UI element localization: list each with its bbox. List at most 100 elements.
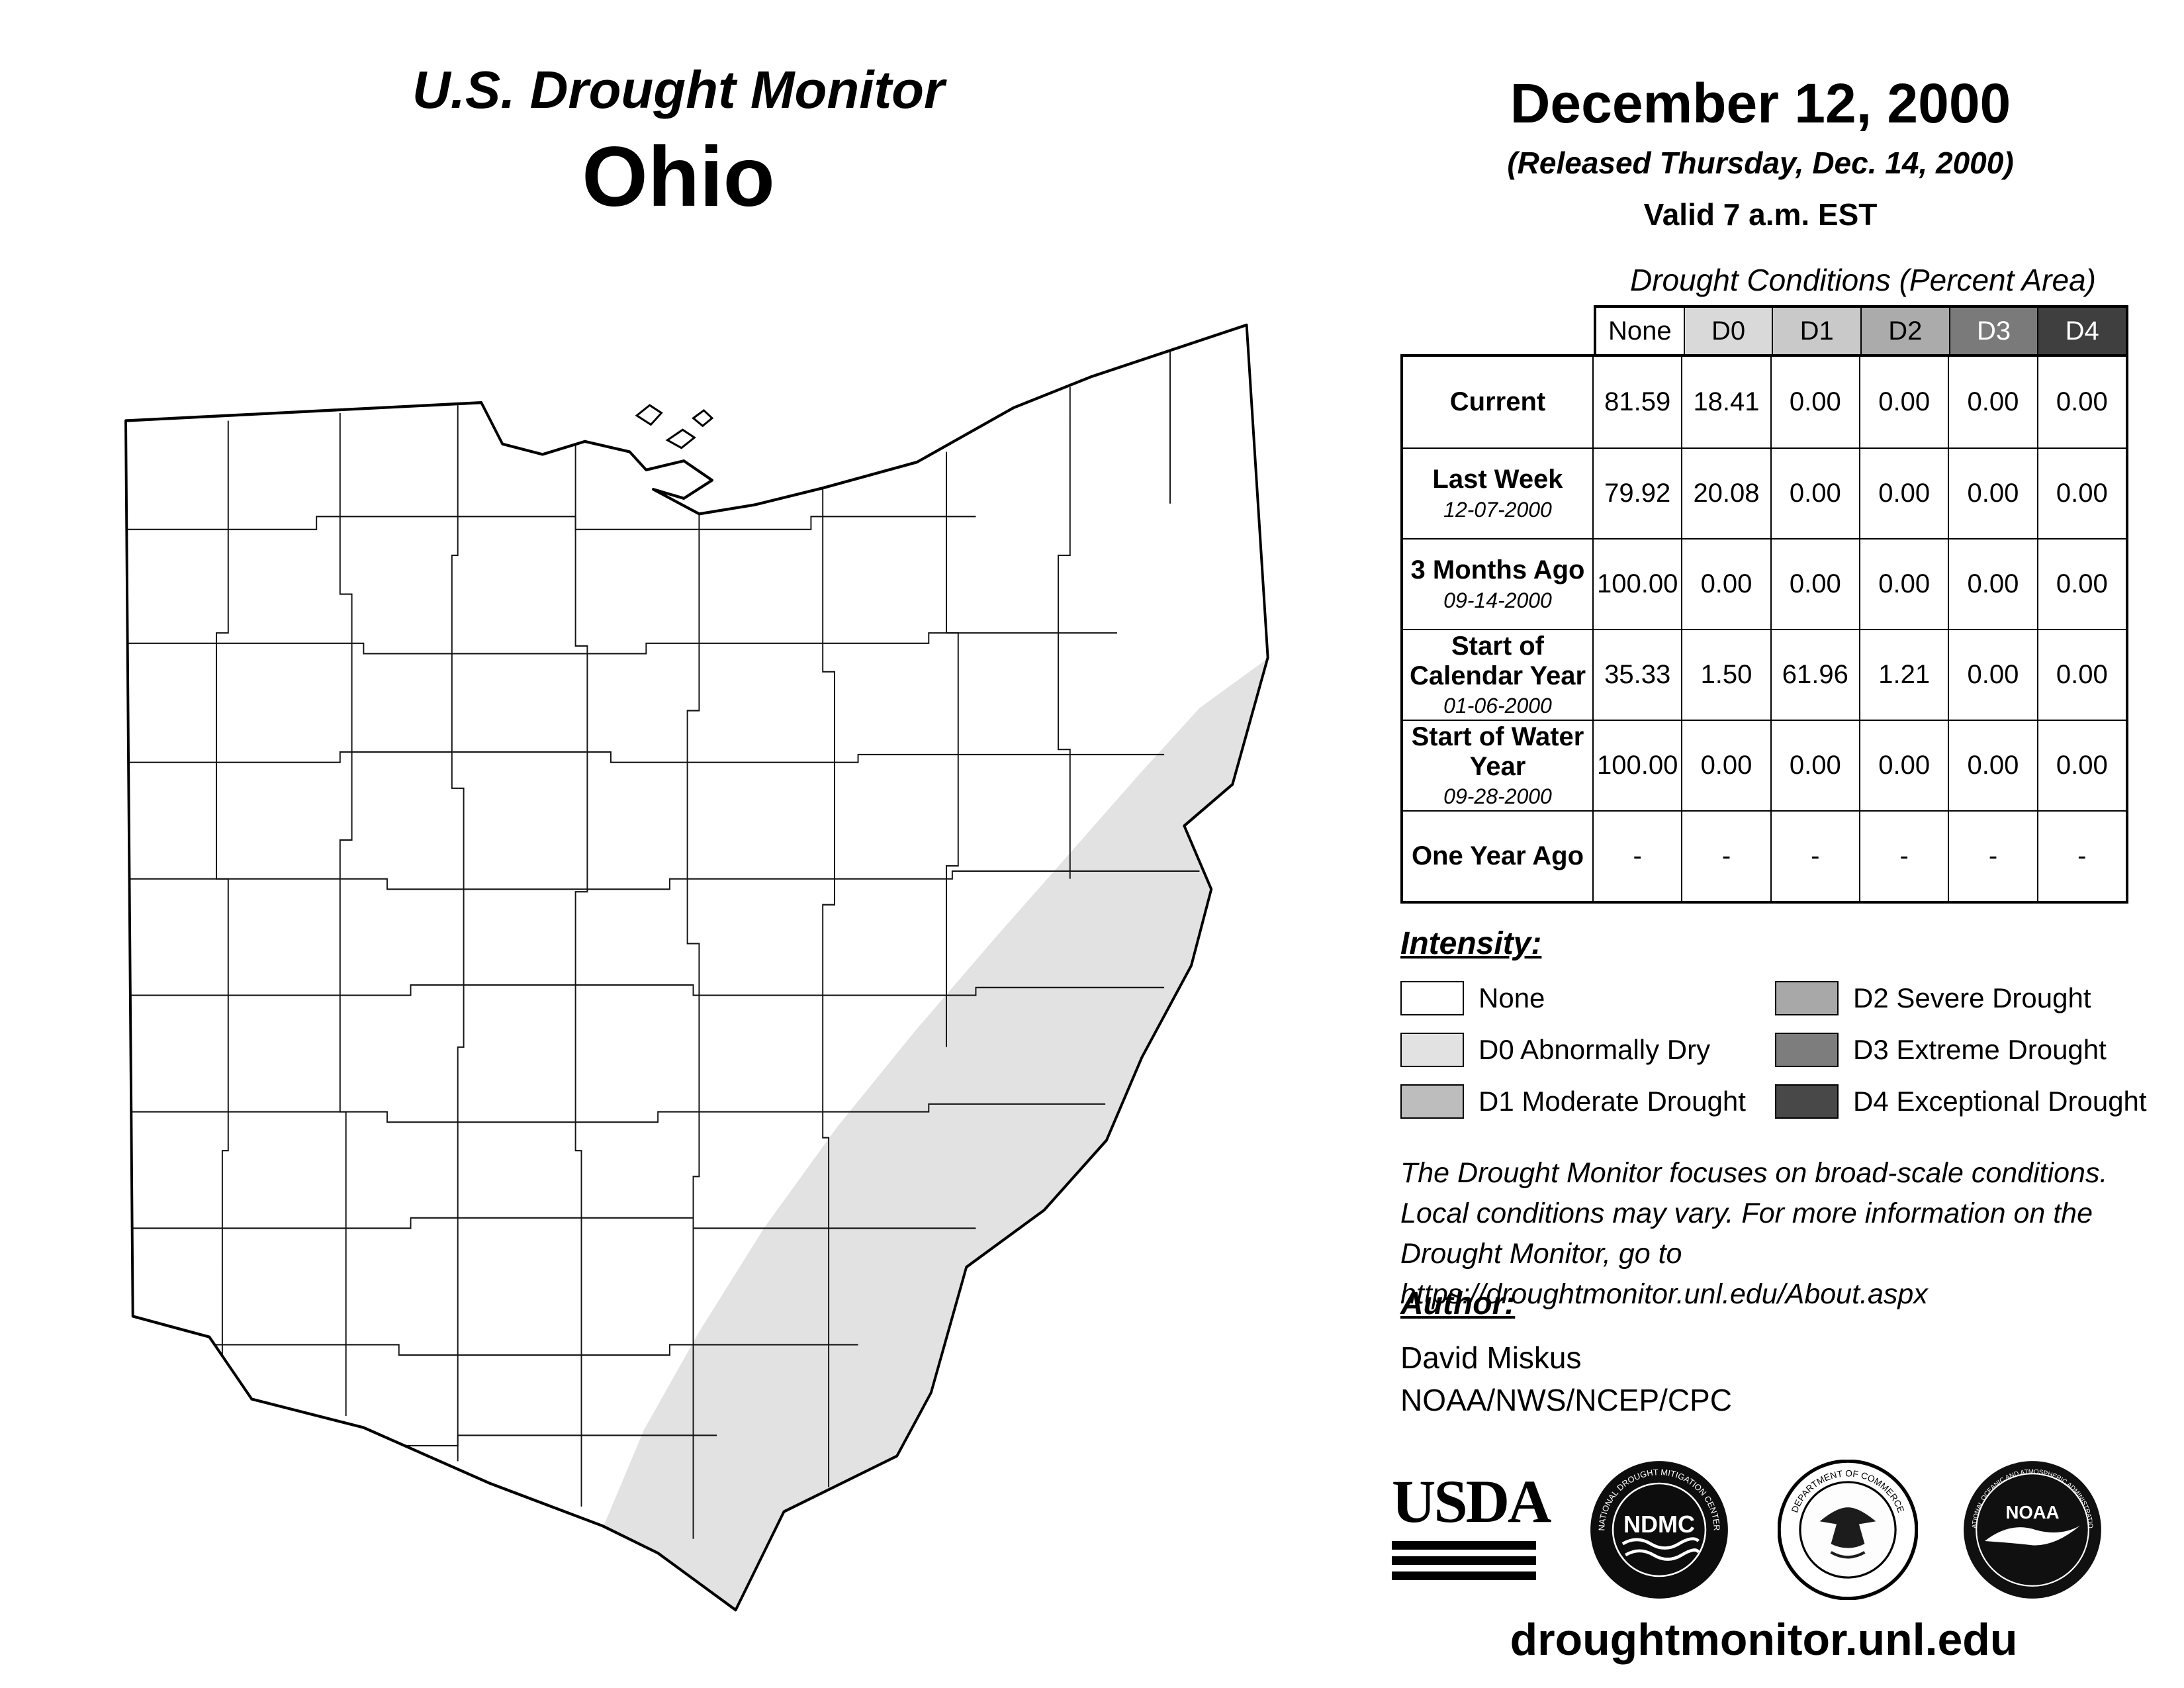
- author-title: Author:: [1400, 1286, 1516, 1321]
- value-cell: -: [1633, 841, 1642, 870]
- disclaimer-text: The Drought Monitor focuses on broad-sca…: [1400, 1153, 2184, 1315]
- legend-item-d4: D4 Exceptional Drought: [1775, 1082, 2147, 1121]
- ndmc-logo: NATIONAL DROUGHT MITIGATION CENTER NDMC: [1590, 1461, 1728, 1599]
- state-name: Ohio: [582, 130, 775, 224]
- d0-region: [584, 645, 1268, 1611]
- title-block: U.S. Drought Monitor Ohio: [99, 60, 1257, 226]
- noaa-gull-icon: [1984, 1525, 2081, 1546]
- author-org: NOAA/NWS/NCEP/CPC: [1400, 1383, 1732, 1417]
- released-date: (Released Thursday, Dec. 14, 2000): [1507, 146, 2014, 180]
- doc-eagle-icon: [1819, 1507, 1876, 1548]
- row-label-cell: Start of Calendar Year 01-06-2000: [1403, 630, 1594, 720]
- legend-item-none: None: [1400, 978, 1545, 1018]
- value-cell: 35.33: [1604, 660, 1671, 689]
- legend-label: D3 Extreme Drought: [1853, 1034, 2107, 1065]
- row-label: Start of Calendar Year: [1409, 631, 1586, 690]
- table-title: Drought Conditions (Percent Area): [1630, 263, 2096, 297]
- col-header-d1: D1: [1772, 308, 1861, 354]
- usda-logo-bars: [1392, 1541, 1536, 1581]
- row-date: 01-06-2000: [1443, 694, 1552, 718]
- value-cell: 0.00: [1681, 721, 1770, 810]
- legend-swatch-d2: [1775, 981, 1839, 1015]
- table-row-3-months-ago: 3 Months Ago 09-14-2000 100.00 0.00 0.00…: [1403, 538, 2126, 629]
- usda-logo: USDA: [1392, 1468, 1551, 1581]
- county-lines: [126, 348, 1200, 1539]
- value-cell: 0.00: [1948, 721, 2036, 810]
- value-cell: 0.00: [1858, 721, 1948, 810]
- legend-swatch-d3: [1775, 1033, 1839, 1067]
- legend-label: None: [1479, 982, 1545, 1013]
- row-label: Current: [1449, 387, 1546, 417]
- value-cell: -: [1770, 812, 1859, 901]
- legend-label: D2 Severe Drought: [1853, 982, 2091, 1013]
- legend-label: D1 Moderate Drought: [1479, 1086, 1746, 1117]
- disclaimer-line-3: Drought Monitor, go to https://droughtmo…: [1400, 1238, 1928, 1311]
- col-header-d3: D3: [1948, 308, 2038, 354]
- value-cell: 0.00: [1858, 539, 1948, 629]
- table-row-last-week: Last Week 12-07-2000 79.92 20.08 0.00 0.…: [1403, 447, 2126, 538]
- table-row-one-year-ago: One Year Ago - - - - - -: [1403, 810, 2126, 901]
- value-cell: 0.00: [2036, 449, 2126, 538]
- valid-time: Valid 7 a.m. EST: [1643, 197, 1878, 232]
- doc-logo: DEPARTMENT OF COMMERCE: [1778, 1460, 1918, 1600]
- row-label: 3 Months Ago: [1410, 555, 1585, 585]
- doc-banner-icon: [1830, 1551, 1866, 1559]
- author-name: David Miskus: [1400, 1340, 1582, 1375]
- value-cell: 18.41: [1681, 357, 1770, 447]
- value-cell: 81.59: [1604, 387, 1671, 416]
- value-cell: 1.50: [1681, 630, 1770, 720]
- legend-swatch-d0: [1400, 1033, 1464, 1067]
- row-label: One Year Ago: [1411, 841, 1584, 871]
- row-label: Start of Water Year: [1411, 722, 1584, 781]
- legend-label: D0 Abnormally Dry: [1479, 1034, 1711, 1065]
- value-cell: 79.92: [1604, 479, 1671, 508]
- row-date: 09-28-2000: [1443, 784, 1552, 809]
- disclaimer-line-2: Local conditions may vary. For more info…: [1400, 1197, 2093, 1230]
- ndmc-wave-icon: [1624, 1548, 1700, 1561]
- value-cell: -: [1681, 812, 1770, 901]
- ohio-county-map: [124, 323, 1269, 1612]
- noaa-logo-text: NOAA: [2005, 1502, 2059, 1523]
- value-cell: 0.00: [2036, 357, 2126, 447]
- value-cell: 0.00: [1948, 539, 2036, 629]
- col-header-d2: D2: [1860, 308, 1949, 354]
- value-cell: 0.00: [2036, 539, 2126, 629]
- value-cell: 0.00: [1770, 539, 1859, 629]
- legend-title: Intensity:: [1400, 926, 1542, 961]
- row-label-cell: Current: [1403, 357, 1594, 447]
- legend-swatch-d1: [1400, 1084, 1464, 1119]
- value-cell: 0.00: [1770, 357, 1859, 447]
- noaa-logo: NATIONAL OCEANIC AND ATMOSPHERIC ADMINIS…: [1962, 1460, 2101, 1599]
- legend-swatch-d4: [1775, 1084, 1839, 1119]
- value-cell: 0.00: [1948, 449, 2036, 538]
- table-header-row: None D0 D1 D2 D3 D4: [1594, 305, 2128, 354]
- footer-url[interactable]: droughtmonitor.unl.edu: [1510, 1615, 2018, 1665]
- legend-item-d2: D2 Severe Drought: [1775, 978, 2091, 1018]
- state-outline: [124, 323, 1269, 1612]
- value-cell: 0.00: [1681, 539, 1770, 629]
- legend-item-d1: D1 Moderate Drought: [1400, 1082, 1746, 1121]
- usda-logo-text: USDA: [1392, 1468, 1551, 1535]
- value-cell: 0.00: [1770, 721, 1859, 810]
- row-date: 12-07-2000: [1443, 497, 1552, 522]
- ndmc-wave-icon: [1621, 1537, 1700, 1550]
- table-body: Current 81.59 18.41 0.00 0.00 0.00 0.00 …: [1400, 354, 2128, 904]
- col-header-d0: D0: [1683, 308, 1772, 354]
- report-title: U.S. Drought Monitor: [412, 60, 945, 119]
- value-cell: 100.00: [1596, 569, 1678, 598]
- table-row-start-calendar-year: Start of Calendar Year 01-06-2000 35.33 …: [1403, 629, 2126, 720]
- row-label-cell: 3 Months Ago 09-14-2000: [1403, 539, 1594, 629]
- value-cell: 0.00: [2036, 721, 2126, 810]
- legend-item-d3: D3 Extreme Drought: [1775, 1030, 2107, 1070]
- value-cell: 0.00: [2036, 630, 2126, 720]
- value-cell: 0.00: [1770, 449, 1859, 538]
- ndmc-logo-text: NDMC: [1623, 1511, 1695, 1538]
- value-cell: 20.08: [1681, 449, 1770, 538]
- col-header-d4: D4: [2037, 308, 2126, 354]
- date-block: December 12, 2000 (Released Thursday, De…: [1377, 71, 2144, 232]
- value-cell: -: [1948, 812, 2036, 901]
- report-date: December 12, 2000: [1510, 72, 2011, 134]
- value-cell: 1.21: [1858, 630, 1948, 720]
- row-label: Last Week: [1432, 465, 1563, 494]
- disclaimer-line-1: The Drought Monitor focuses on broad-sca…: [1400, 1157, 2108, 1189]
